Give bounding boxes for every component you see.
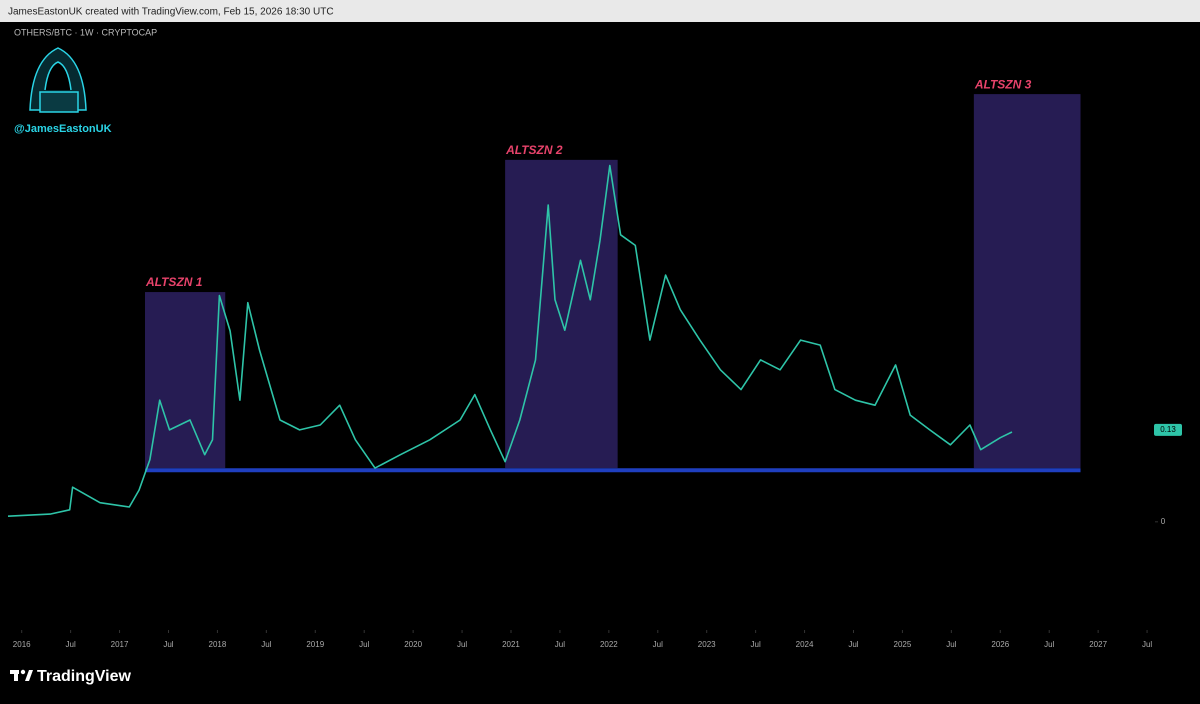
x-tick-label: 2021 <box>502 640 520 649</box>
y-tick-label: 0 <box>1161 517 1166 526</box>
altszn-box <box>145 292 226 469</box>
x-tick-label: Jul <box>653 640 663 649</box>
x-tick-label: Jul <box>359 640 369 649</box>
x-tick-label: 2018 <box>209 640 227 649</box>
x-tick-label: Jul <box>848 640 858 649</box>
altszn-label: ALTSZN 3 <box>974 77 1032 91</box>
altszn-box <box>505 159 618 469</box>
price-line <box>7 164 1013 517</box>
x-tick-label: 2016 <box>13 640 31 649</box>
price-badge-label: 0.13 <box>1160 425 1176 434</box>
x-tick-label: Jul <box>946 640 956 649</box>
x-tick-label: 2023 <box>698 640 716 649</box>
altszn-label: ALTSZN 1 <box>145 275 203 289</box>
x-tick-label: 2024 <box>796 640 814 649</box>
x-tick-label: Jul <box>1044 640 1054 649</box>
handle: @JamesEastonUK <box>14 123 112 135</box>
symbol-text: OTHERS/BTC · 1W · CRYPTOCAP <box>14 27 157 37</box>
x-tick-label: 2019 <box>306 640 324 649</box>
header-bar <box>0 0 1200 22</box>
x-tick-label: 2022 <box>600 640 618 649</box>
tv-logo <box>10 669 33 681</box>
x-tick-label: Jul <box>457 640 467 649</box>
x-tick-label: 2020 <box>404 640 422 649</box>
footer-bar <box>0 657 1200 699</box>
avatar <box>29 47 87 113</box>
x-tick-label: 2025 <box>894 640 912 649</box>
x-tick-label: 2026 <box>991 640 1009 649</box>
x-tick-label: Jul <box>751 640 761 649</box>
price-badge <box>1154 423 1182 436</box>
x-tick-label: Jul <box>66 640 76 649</box>
altszn-box <box>973 94 1081 469</box>
header-text: JamesEastonUK created with TradingView.c… <box>8 7 334 18</box>
x-tick-label: Jul <box>1142 640 1152 649</box>
x-tick-label: Jul <box>163 640 173 649</box>
altszn-label: ALTSZN 2 <box>505 143 563 157</box>
brand: TradingView <box>37 668 132 685</box>
x-tick-label: Jul <box>261 640 271 649</box>
x-tick-label: Jul <box>555 640 565 649</box>
x-tick-label: 2027 <box>1089 640 1107 649</box>
x-tick-label: 2017 <box>111 640 129 649</box>
